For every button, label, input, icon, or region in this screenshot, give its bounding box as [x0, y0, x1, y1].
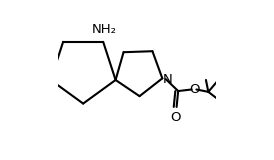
- Text: N: N: [163, 73, 173, 86]
- Text: O: O: [170, 111, 181, 124]
- Text: NH₂: NH₂: [92, 23, 116, 36]
- Text: O: O: [189, 83, 199, 96]
